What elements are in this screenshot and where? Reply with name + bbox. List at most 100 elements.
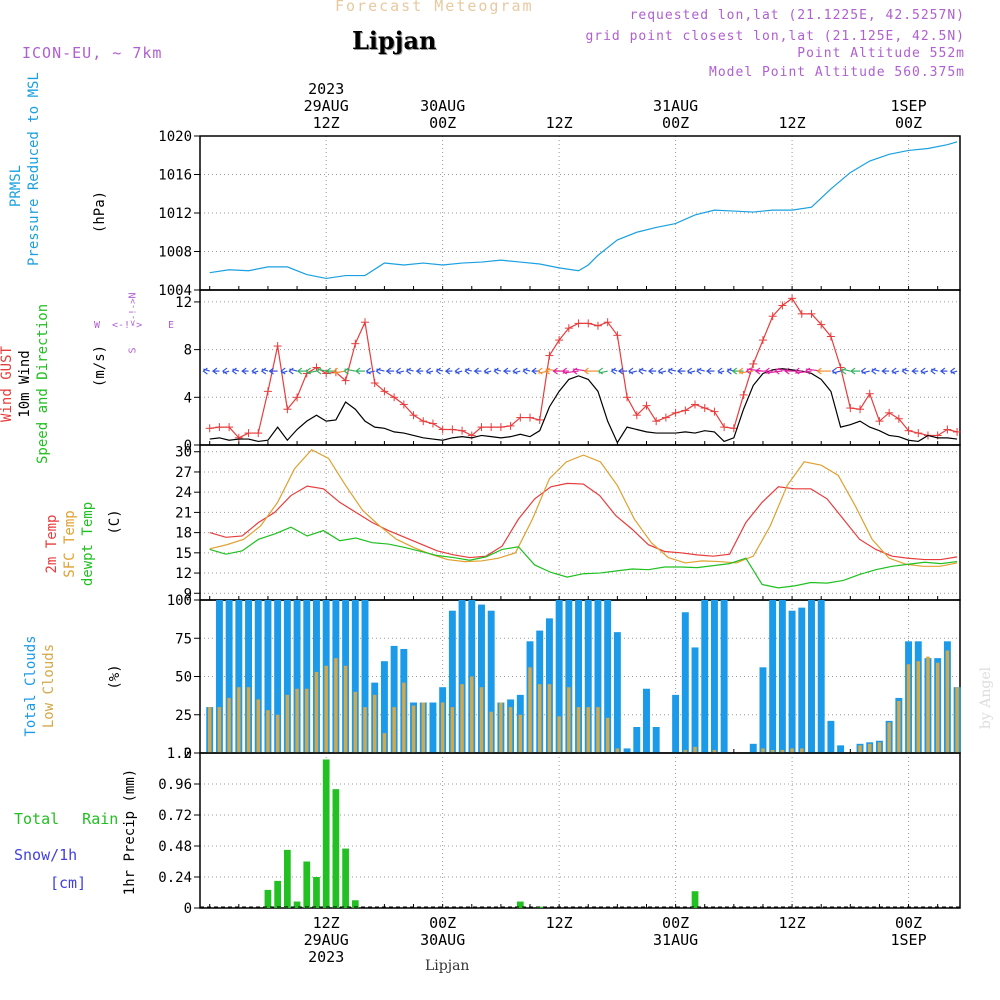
low-cloud-bar	[305, 688, 309, 753]
gridpoint-coords: grid point closest lon,lat (21.125E, 42.…	[585, 29, 965, 44]
low-cloud-bar	[499, 702, 503, 753]
series-line-prmsl	[209, 141, 958, 280]
wind-arrow-head	[794, 367, 800, 375]
total-cloud-bar	[759, 667, 767, 753]
total-cloud-bar	[672, 694, 680, 753]
low-cloud-bar	[207, 707, 212, 753]
low-cloud-bar	[761, 748, 765, 753]
wind-arrow-head	[316, 367, 322, 375]
wind-arrow	[203, 368, 210, 372]
wind-arrow-head	[268, 367, 274, 375]
wind-arrow	[950, 370, 958, 374]
y-tick-label: 0	[184, 746, 192, 762]
wind-arrow-head	[930, 367, 936, 375]
low-cloud-bar	[266, 710, 270, 753]
low-cloud-bar	[353, 691, 358, 753]
total-cloud-bar	[720, 600, 728, 753]
total-cloud-bar	[749, 743, 757, 753]
total-cloud-bar	[643, 688, 650, 753]
low-cloud-bar	[372, 694, 377, 753]
wind-arrow-head	[571, 367, 578, 375]
wind-arrow-head	[343, 367, 349, 375]
total-cloud-bar	[769, 600, 777, 753]
total-cloud-bar	[458, 600, 466, 753]
requested-coords: requested lon,lat (21.1225E, 42.5257N)	[629, 8, 965, 23]
total-cloud-bar	[827, 720, 835, 753]
low-cloud-bar	[858, 745, 862, 753]
wind-arrow	[931, 368, 938, 372]
wind-arrow	[261, 368, 269, 372]
wind-arrow	[455, 370, 463, 374]
low-cloud-bar	[780, 749, 785, 753]
wind-arrow-head	[332, 367, 339, 375]
wind-arrow-head	[706, 367, 712, 375]
total-cloud-bar	[478, 604, 485, 753]
wind-arrow-head	[804, 367, 811, 375]
wind-arrow-head	[617, 367, 624, 375]
low-cloud-bar	[470, 676, 474, 753]
wind-arrow	[494, 368, 502, 372]
wind-arrow-head	[764, 367, 770, 375]
total-cloud-bar	[429, 702, 437, 753]
low-cloud-bar	[518, 714, 523, 753]
time-label-bottom: 12Z	[313, 914, 340, 932]
total-cloud-bar	[594, 600, 602, 753]
low-cloud-bar	[314, 671, 319, 753]
wind-arrow-head	[473, 367, 480, 375]
precip-bar	[274, 880, 282, 908]
wind-arrow-head	[544, 367, 550, 375]
wind-arrow	[513, 370, 521, 374]
wind-arrow-head	[405, 367, 412, 375]
wind-arrow-head	[850, 367, 856, 375]
wind-arrow	[232, 368, 240, 372]
wind-arrow-head	[425, 367, 432, 375]
low-cloud-bar	[615, 748, 620, 753]
wind-arrow-head	[512, 367, 518, 375]
wind-arrow-head	[444, 367, 451, 375]
total-cloud-bar	[351, 600, 359, 753]
wind-arrow	[718, 370, 725, 374]
y-tick-label: 1.2	[167, 746, 192, 762]
total-cloud-bar	[808, 600, 815, 753]
wind-arrow-head	[552, 367, 558, 375]
low-cloud-bar	[557, 716, 561, 753]
wind-arrow-head	[676, 367, 683, 375]
y-tick-label: 50	[175, 670, 192, 686]
precip-bar	[283, 849, 291, 908]
wind-arrow	[281, 370, 288, 374]
time-label-bottom: 00Z	[662, 914, 689, 932]
y-tick-label: 0.96	[158, 777, 192, 793]
time-label-top: 00Z	[662, 114, 689, 132]
time-label-top: 1SEP	[890, 97, 926, 115]
time-label-bottom: 2023	[308, 948, 344, 966]
total-cloud-bar	[448, 610, 456, 753]
y-tick-label: 12	[175, 566, 192, 582]
wind-arrow-head	[696, 367, 702, 375]
total-cloud-bar	[681, 612, 689, 753]
wind-arrow-head	[325, 367, 332, 375]
wind-arrow-head	[305, 367, 311, 375]
time-label-top: 00Z	[895, 114, 922, 132]
panel-frame	[199, 752, 961, 909]
wind-arrow-head	[280, 367, 286, 375]
low-cloud-bar	[945, 650, 950, 753]
wind-arrow-head	[860, 367, 866, 375]
low-cloud-bar	[421, 702, 425, 753]
total-cloud-bar	[798, 607, 806, 753]
wind-arrow-head	[288, 367, 294, 375]
wind-arrow-head	[221, 367, 228, 375]
low-cloud-bar	[887, 722, 891, 753]
precip-bar	[293, 901, 301, 908]
time-label-top: 12Z	[546, 114, 573, 132]
wind-arrow-head	[260, 367, 267, 375]
wind-arrow-head	[395, 367, 401, 375]
wind-arrow-head	[231, 367, 237, 375]
precip-bar	[303, 861, 311, 908]
wind-arrow	[902, 368, 909, 372]
wind-arrow	[436, 368, 443, 372]
time-label-top: 31AUG	[653, 97, 698, 115]
total-cloud-bar	[584, 600, 592, 753]
total-cloud-bar	[701, 600, 709, 753]
precip-bar	[516, 901, 524, 908]
total-cloud-bar	[245, 600, 252, 753]
